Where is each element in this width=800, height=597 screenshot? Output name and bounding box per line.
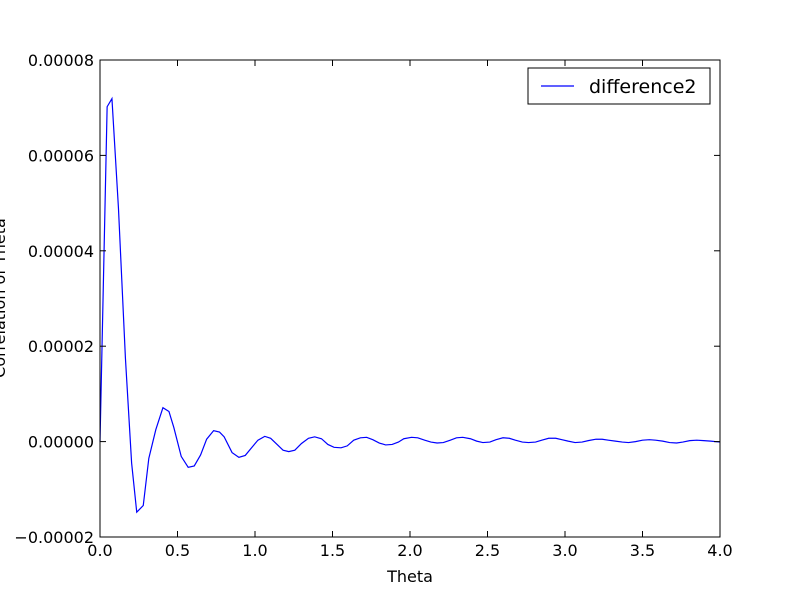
x-tick-label: 3.0 (552, 541, 577, 560)
y-tick-label: 0.00008 (28, 51, 94, 70)
x-tick-label: 3.5 (630, 541, 655, 560)
series-line-difference2 (99, 96, 721, 514)
x-axis-ticks: 0.0 0.5 1.0 1.5 2.0 2.5 3.0 3.5 4.0 (87, 60, 733, 560)
x-tick-label: 0.5 (165, 541, 190, 560)
y-tick-label: −0.00002 (14, 528, 94, 547)
plot-area (99, 59, 721, 538)
y-axis-label: Correlation of Theta (0, 218, 9, 378)
y-axis-ticks: −0.00002 0.00000 0.00002 0.00004 0.00006 0.00… (14, 51, 720, 547)
x-tick-label: 1.0 (242, 541, 267, 560)
y-tick-label: 0.00000 (28, 433, 94, 452)
x-tick-label: 4.0 (707, 541, 732, 560)
x-tick-label: 2.5 (475, 541, 500, 560)
x-tick-label: 0.0 (87, 541, 112, 560)
legend-label-difference2: difference2 (589, 76, 696, 98)
y-tick-label: 0.00006 (28, 146, 94, 165)
y-tick-label: 0.00002 (28, 337, 94, 356)
legend: difference2 (527, 67, 711, 105)
x-tick-label: 1.5 (320, 541, 345, 560)
y-tick-label: 0.00004 (28, 242, 94, 261)
x-tick-label: 2.0 (397, 541, 422, 560)
plot-frame (99, 59, 721, 538)
x-axis-label: Theta (386, 567, 433, 586)
